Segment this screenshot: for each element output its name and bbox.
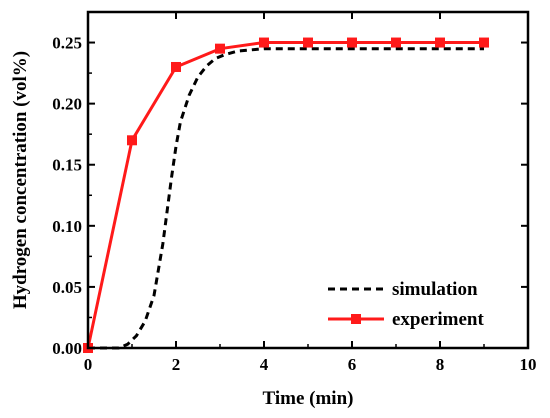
legend-experiment-label: experiment bbox=[392, 309, 484, 330]
legend-experiment-marker bbox=[351, 314, 361, 324]
axis-ticks bbox=[87, 12, 529, 349]
series-line-experiment bbox=[86, 41, 484, 349]
x-axis-title: Time (min) bbox=[263, 388, 354, 409]
y-tick-label: 0.00 bbox=[52, 339, 82, 358]
x-tick-label: 6 bbox=[348, 355, 357, 374]
y-tick-label: 0.20 bbox=[52, 95, 82, 114]
y-axis-title: Hydrogen concentration (vol%) bbox=[10, 51, 31, 309]
data-point-experiment bbox=[347, 37, 357, 48]
y-tick-label: 0.25 bbox=[52, 34, 82, 53]
x-tick-label: 2 bbox=[172, 355, 181, 374]
data-point-experiment bbox=[259, 37, 269, 48]
x-tick-label: 10 bbox=[520, 355, 537, 374]
y-tick-label: 0.10 bbox=[52, 217, 82, 236]
plot-content bbox=[83, 37, 489, 353]
data-point-experiment bbox=[303, 37, 313, 48]
data-point-experiment bbox=[479, 37, 489, 48]
x-tick-label: 0 bbox=[84, 355, 93, 374]
y-tick-label: 0.05 bbox=[52, 278, 82, 297]
data-point-experiment bbox=[435, 37, 445, 48]
data-point-experiment bbox=[171, 61, 181, 72]
legend-simulation-label: simulation bbox=[392, 279, 478, 300]
data-point-experiment bbox=[127, 135, 137, 146]
series-line-simulation bbox=[88, 47, 484, 350]
legend: simulation experiment bbox=[328, 279, 484, 330]
data-point-experiment bbox=[391, 37, 401, 48]
x-tick-label: 8 bbox=[436, 355, 445, 374]
x-tick-label: 4 bbox=[260, 355, 269, 374]
y-tick-label: 0.15 bbox=[52, 156, 82, 175]
data-point-experiment bbox=[215, 43, 225, 54]
tick-labels: 0 2 4 6 8 10 0.00 0.05 0.10 0.15 0.20 0.25 bbox=[52, 34, 536, 374]
